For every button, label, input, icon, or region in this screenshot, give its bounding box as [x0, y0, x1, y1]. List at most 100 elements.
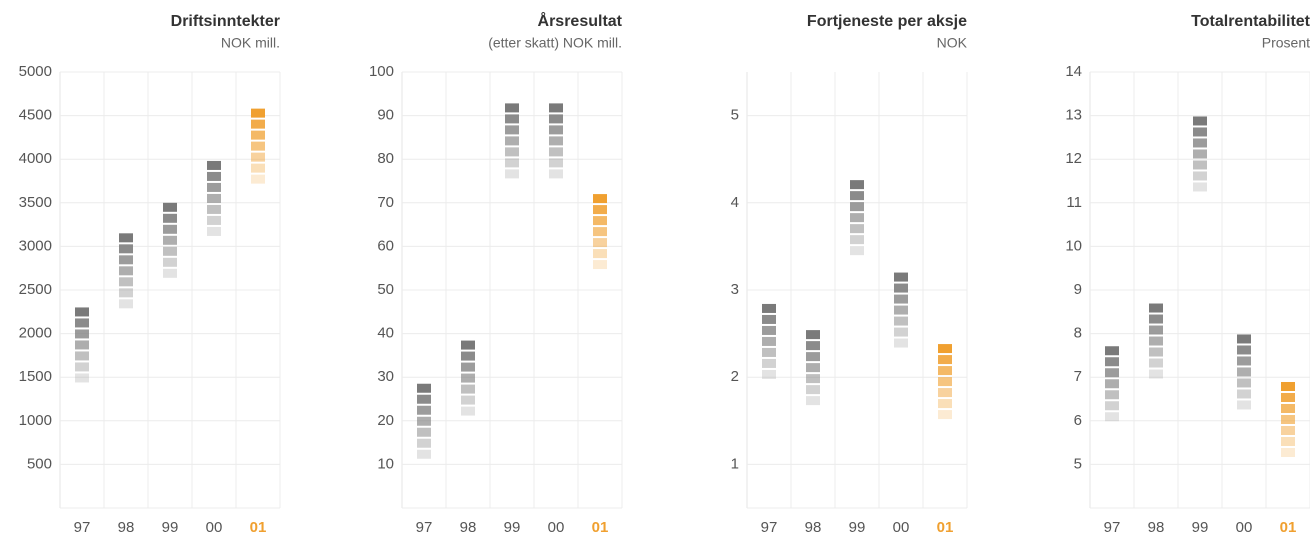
- bar-segment: [1149, 347, 1163, 357]
- bar-segment: [461, 384, 475, 394]
- bar: [1281, 381, 1295, 457]
- y-tick-label: 4000: [19, 150, 52, 167]
- x-tick-label: 98: [118, 519, 135, 536]
- bar: [806, 330, 820, 406]
- bar: [549, 103, 563, 179]
- bar-segment: [894, 338, 908, 348]
- bar-segment: [593, 249, 607, 259]
- bar-segment: [1237, 389, 1251, 399]
- bar-segment: [1237, 356, 1251, 366]
- y-tick-label: 14: [1065, 63, 1082, 80]
- y-tick-label: 7: [1074, 368, 1082, 385]
- x-tick-label: 00: [1236, 519, 1253, 536]
- bar-segment: [1237, 378, 1251, 388]
- bar-segment: [938, 377, 952, 387]
- bar-segment: [505, 158, 519, 168]
- y-tick-label: 8: [1074, 325, 1082, 342]
- y-tick-label: 40: [377, 325, 394, 342]
- bar: [894, 272, 908, 348]
- bar-segment: [75, 373, 89, 383]
- bar-segment: [207, 215, 221, 225]
- bar-segment: [163, 213, 177, 223]
- bar-segment: [762, 369, 776, 379]
- bar-segment: [251, 130, 265, 140]
- chart-panel: Fortjeneste per aksje NOK 1 2 3 4 5 97 98 99 00 01: [731, 13, 968, 536]
- bar-segment: [461, 362, 475, 372]
- bar-segment: [505, 147, 519, 157]
- bar-segment: [1105, 390, 1119, 400]
- bar: [1237, 334, 1251, 410]
- bar-segment: [762, 325, 776, 335]
- bar-segment: [1237, 334, 1251, 344]
- bar-segment: [850, 213, 864, 223]
- y-tick-label: 1: [731, 455, 739, 472]
- bar: [119, 233, 133, 309]
- bar-segment: [461, 406, 475, 416]
- bar-segment: [850, 224, 864, 234]
- x-tick-label: 01: [592, 519, 609, 536]
- y-tick-label: 3000: [19, 237, 52, 254]
- y-tick-label: 60: [377, 237, 394, 254]
- bar-segment: [207, 171, 221, 181]
- x-tick-label: 00: [206, 519, 223, 536]
- bar-segment: [549, 114, 563, 124]
- y-tick-label: 30: [377, 368, 394, 385]
- bar: [850, 180, 864, 256]
- bar-segment: [806, 352, 820, 362]
- x-tick-label: 99: [162, 519, 179, 536]
- y-tick-label: 80: [377, 150, 394, 167]
- bar-segment: [850, 180, 864, 190]
- y-tick-label: 2500: [19, 281, 52, 298]
- bar-segment: [593, 227, 607, 237]
- bar-segment: [505, 125, 519, 135]
- bar-segment: [1281, 436, 1295, 446]
- bar: [251, 108, 265, 184]
- bar-segment: [163, 257, 177, 267]
- bar-segment: [251, 141, 265, 151]
- y-tick-label: 4500: [19, 107, 52, 124]
- y-tick-label: 1500: [19, 368, 52, 385]
- bar-segment: [163, 224, 177, 234]
- bar-segment: [417, 449, 431, 459]
- bar-segment: [75, 340, 89, 350]
- bar-segment: [894, 316, 908, 326]
- bar-segment: [938, 366, 952, 376]
- bar-segment: [1105, 346, 1119, 356]
- bar-segment: [593, 216, 607, 226]
- bar-segment: [549, 103, 563, 113]
- bar-segment: [505, 169, 519, 179]
- bar: [1193, 116, 1207, 192]
- x-tick-label: 99: [504, 519, 521, 536]
- bar-segment: [938, 388, 952, 398]
- x-tick-label: 01: [250, 519, 267, 536]
- bar-segment: [938, 410, 952, 420]
- y-tick-label: 1000: [19, 412, 52, 429]
- y-tick-label: 2000: [19, 325, 52, 342]
- x-tick-label: 01: [937, 519, 954, 536]
- bar-segment: [806, 385, 820, 395]
- bar-segment: [207, 226, 221, 236]
- bar-segment: [75, 362, 89, 372]
- bar-segment: [938, 344, 952, 354]
- chart-panel: Årsresultat (etter skatt) NOK mill. 10 20 30…: [369, 11, 623, 536]
- x-tick-label: 01: [1280, 519, 1297, 536]
- bar-segment: [251, 152, 265, 162]
- bar-segment: [163, 202, 177, 212]
- y-tick-label: 5000: [19, 63, 52, 80]
- bar-segment: [505, 136, 519, 146]
- bar-segment: [1237, 367, 1251, 377]
- x-tick-label: 99: [1192, 519, 1209, 536]
- bar-segment: [894, 283, 908, 293]
- bar-segment: [894, 272, 908, 282]
- bar-segment: [549, 136, 563, 146]
- bar-segment: [593, 260, 607, 270]
- bar-segment: [119, 299, 133, 309]
- bar-segment: [461, 351, 475, 361]
- bar-segment: [251, 119, 265, 129]
- bar-segment: [1281, 425, 1295, 435]
- bar-segment: [850, 191, 864, 201]
- chart-panel: Driftsinntekter NOK mill. 500 1000 1500 2000 2…: [19, 13, 281, 536]
- bar-segment: [1149, 336, 1163, 346]
- bar-segment: [593, 205, 607, 215]
